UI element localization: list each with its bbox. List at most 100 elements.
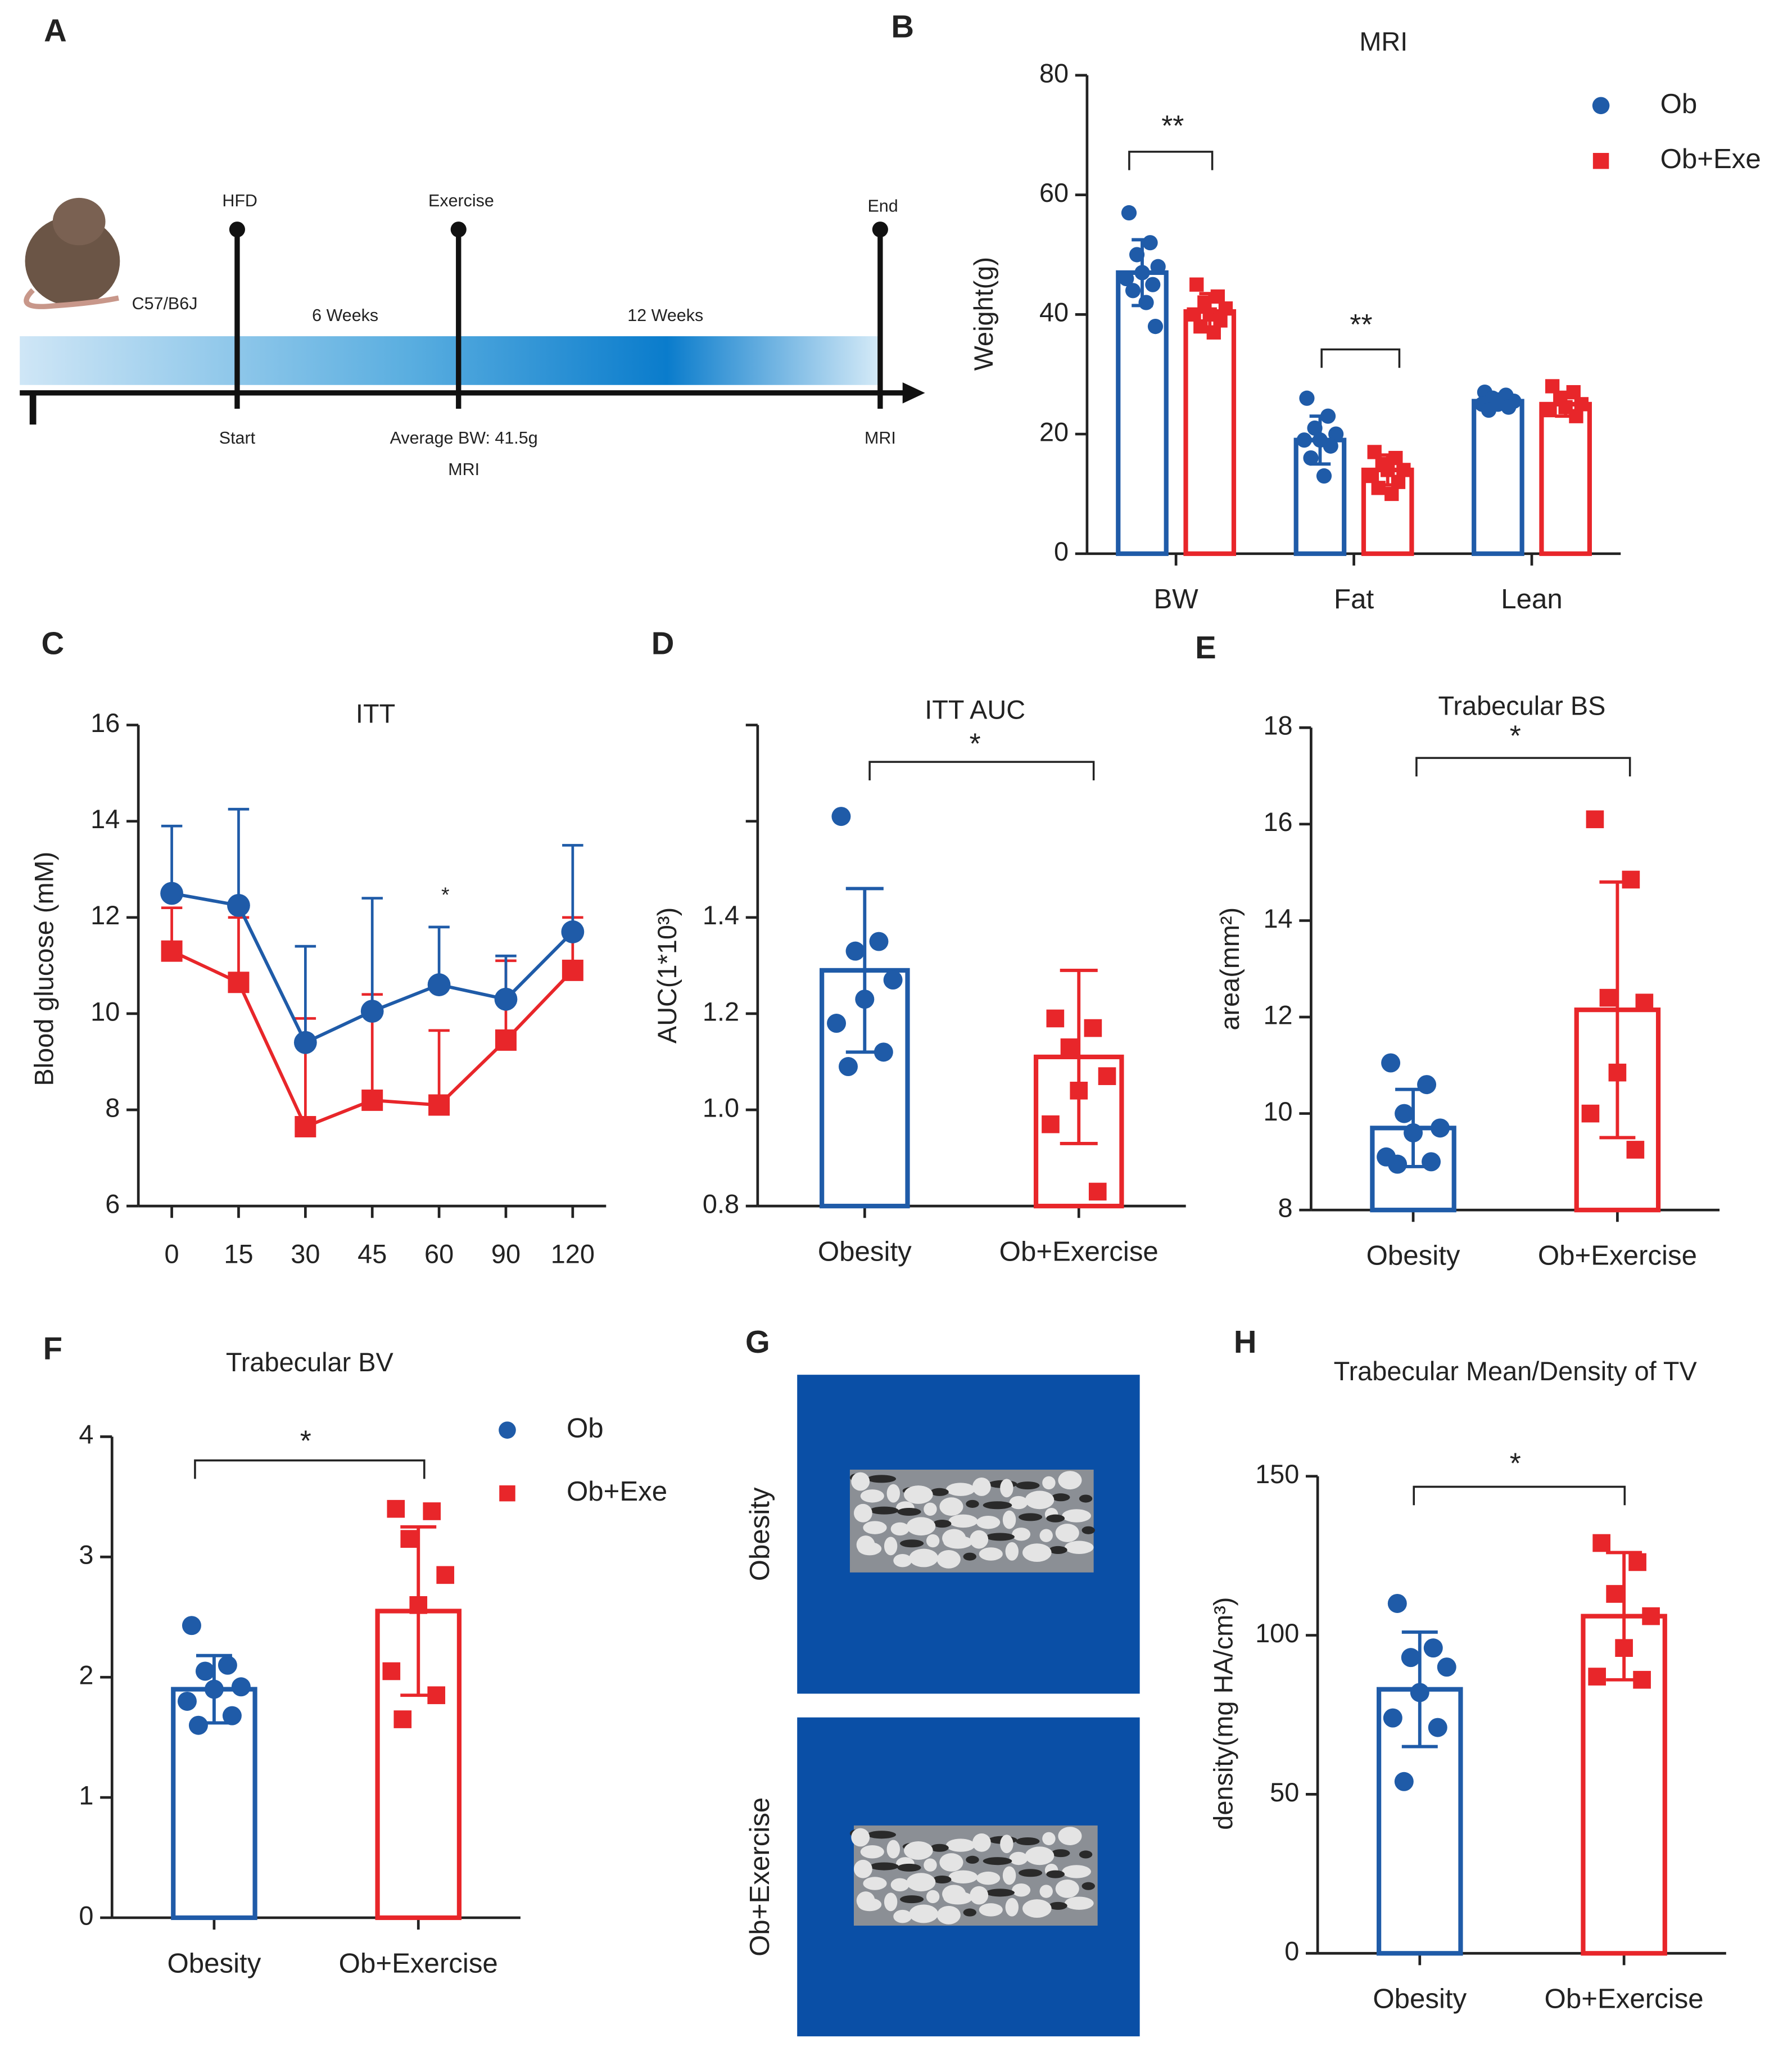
- trabecula: [851, 1472, 870, 1491]
- trabecula: [906, 1873, 936, 1892]
- trabecula: [946, 1838, 975, 1852]
- significance: **: [1161, 109, 1184, 142]
- data-point: [428, 1094, 450, 1116]
- significance: *: [1510, 720, 1521, 752]
- x-tick-label: 60: [424, 1240, 454, 1269]
- trabecula: [884, 1537, 898, 1556]
- trabecula: [1019, 1869, 1043, 1877]
- y-tick-label: 0: [79, 1901, 93, 1930]
- error-bar: [1060, 968, 1098, 1144]
- data-point: [293, 1031, 317, 1054]
- y-tick-label: 0.8: [703, 1190, 739, 1219]
- trabecula: [966, 1499, 979, 1508]
- y-tick-label: 1.4: [703, 901, 739, 930]
- data-point: [361, 1089, 383, 1111]
- legend-label: Ob+Exe: [1660, 143, 1761, 174]
- chart-title: ITT AUC: [925, 695, 1025, 724]
- trabecula: [983, 1501, 1012, 1510]
- data-point: [1608, 1063, 1627, 1082]
- data-point: [845, 941, 865, 961]
- chart-title: ITT: [356, 699, 395, 729]
- trabecula: [1051, 1849, 1070, 1858]
- y-axis-label: density(mg HA/cm³): [1209, 1597, 1238, 1830]
- trabecula: [1019, 1513, 1043, 1521]
- event-label: End: [867, 196, 898, 215]
- data-point: [227, 893, 250, 917]
- data-point: [1635, 993, 1654, 1012]
- x-tick-label: 90: [491, 1240, 521, 1269]
- x-tick-label: 45: [358, 1240, 387, 1269]
- data-point: [295, 1115, 316, 1137]
- data-point: [1316, 468, 1332, 484]
- data-point: [382, 1662, 401, 1680]
- trabecula: [860, 1845, 884, 1859]
- data-point: [831, 807, 851, 826]
- data-point: [231, 1677, 251, 1697]
- data-point: [393, 1710, 412, 1728]
- data-point: [494, 987, 518, 1011]
- mouse-head: [52, 197, 106, 246]
- data-point: [1197, 295, 1212, 310]
- panel-letter: F: [43, 1331, 62, 1366]
- trabecula: [930, 1488, 949, 1496]
- data-point: [1388, 450, 1403, 466]
- data-point: [1121, 205, 1137, 221]
- legend-marker: [1592, 97, 1610, 115]
- event-note: Average BW: 41.5g: [390, 428, 538, 448]
- panel-letter: D: [651, 626, 675, 661]
- trabecula: [1039, 1885, 1053, 1898]
- data-point: [1145, 277, 1161, 292]
- image-label: Obesity: [744, 1487, 775, 1581]
- x-tick-label: Ob+Exercise: [1545, 1984, 1704, 2014]
- trabecula: [983, 1857, 1012, 1865]
- trabecula: [1022, 1899, 1052, 1918]
- data-point: [1437, 1657, 1456, 1677]
- significance: *: [441, 883, 450, 906]
- data-point: [883, 970, 903, 990]
- event-label: Exercise: [428, 191, 494, 210]
- data-point: [409, 1596, 428, 1614]
- data-point: [1542, 403, 1557, 418]
- data-point: [427, 1686, 446, 1705]
- data-point: [1299, 390, 1315, 406]
- trabecula: [1065, 1540, 1094, 1554]
- trabecula: [853, 1503, 872, 1523]
- data-point: [160, 882, 183, 905]
- data-point: [1545, 379, 1560, 394]
- data-point: [1187, 307, 1201, 322]
- error-bar: [295, 945, 316, 1043]
- y-tick-label: 14: [90, 805, 120, 834]
- trabecula: [1058, 1471, 1082, 1490]
- trabecula: [1005, 1542, 1019, 1561]
- bracket: [1128, 151, 1214, 170]
- data-point: [1599, 988, 1618, 1007]
- x-tick-label: Obesity: [1366, 1240, 1460, 1271]
- x-tick-label: Lean: [1501, 584, 1562, 615]
- legend-label: Ob: [1660, 88, 1698, 119]
- bracket: [1413, 1485, 1626, 1506]
- y-tick-label: 16: [1263, 807, 1292, 837]
- data-point: [1417, 1075, 1437, 1095]
- data-point: [1142, 235, 1158, 251]
- data-point: [1574, 397, 1589, 412]
- trabecula: [1042, 1832, 1056, 1846]
- trabecula: [1039, 1529, 1053, 1542]
- y-tick-label: 20: [1039, 417, 1069, 446]
- trabecula: [970, 1886, 989, 1905]
- image-label: Ob+Exercise: [744, 1797, 775, 1957]
- trabecula: [1055, 1879, 1079, 1898]
- data-point: [177, 1691, 197, 1711]
- trabecula: [1016, 1481, 1040, 1490]
- data-point: [839, 1057, 858, 1077]
- trabecula: [886, 1484, 900, 1503]
- y-tick-label: 12: [90, 901, 120, 930]
- trabecula: [926, 1534, 940, 1548]
- trabecula: [900, 1539, 924, 1548]
- trabecula: [906, 1517, 936, 1536]
- y-tick-label: 10: [1263, 1097, 1292, 1126]
- data-point: [1423, 1638, 1443, 1658]
- data-point: [855, 990, 875, 1009]
- trabecula: [904, 1485, 933, 1504]
- trabecula: [1002, 1866, 1016, 1885]
